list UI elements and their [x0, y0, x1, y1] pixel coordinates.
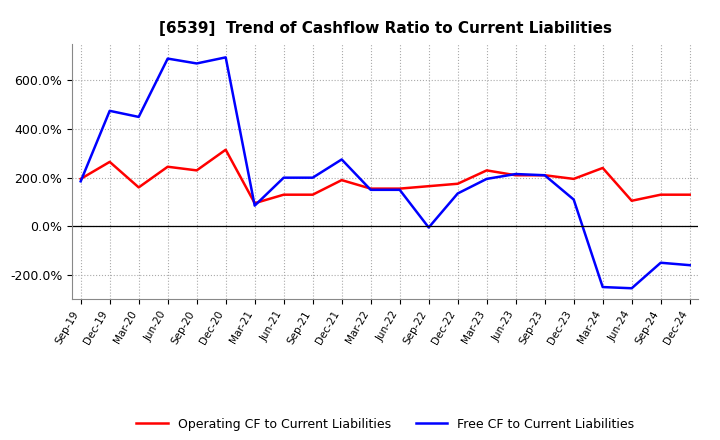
- Free CF to Current Liabilities: [657, 260, 665, 265]
- Free CF to Current Liabilities: [221, 55, 230, 60]
- Free CF to Current Liabilities: [454, 191, 462, 196]
- Line: Operating CF to Current Liabilities: Operating CF to Current Liabilities: [81, 150, 690, 203]
- Operating CF to Current Liabilities: [221, 147, 230, 152]
- Operating CF to Current Liabilities: [541, 172, 549, 178]
- Operating CF to Current Liabilities: [135, 185, 143, 190]
- Free CF to Current Liabilities: [105, 108, 114, 114]
- Free CF to Current Liabilities: [570, 197, 578, 202]
- Operating CF to Current Liabilities: [251, 201, 259, 206]
- Free CF to Current Liabilities: [192, 61, 201, 66]
- Free CF to Current Liabilities: [627, 286, 636, 291]
- Legend: Operating CF to Current Liabilities, Free CF to Current Liabilities: Operating CF to Current Liabilities, Fre…: [131, 413, 639, 436]
- Operating CF to Current Liabilities: [482, 168, 491, 173]
- Line: Free CF to Current Liabilities: Free CF to Current Liabilities: [81, 57, 690, 288]
- Operating CF to Current Liabilities: [105, 159, 114, 165]
- Operating CF to Current Liabilities: [338, 177, 346, 183]
- Operating CF to Current Liabilities: [657, 192, 665, 197]
- Free CF to Current Liabilities: [251, 203, 259, 208]
- Operating CF to Current Liabilities: [76, 176, 85, 182]
- Free CF to Current Liabilities: [338, 157, 346, 162]
- Operating CF to Current Liabilities: [163, 164, 172, 169]
- Free CF to Current Liabilities: [279, 175, 288, 180]
- Operating CF to Current Liabilities: [279, 192, 288, 197]
- Free CF to Current Liabilities: [135, 114, 143, 120]
- Free CF to Current Liabilities: [424, 225, 433, 230]
- Free CF to Current Liabilities: [598, 284, 607, 290]
- Operating CF to Current Liabilities: [685, 192, 694, 197]
- Operating CF to Current Liabilities: [511, 172, 520, 178]
- Operating CF to Current Liabilities: [192, 168, 201, 173]
- Operating CF to Current Liabilities: [395, 186, 404, 191]
- Free CF to Current Liabilities: [511, 172, 520, 177]
- Free CF to Current Liabilities: [482, 176, 491, 182]
- Free CF to Current Liabilities: [366, 187, 375, 192]
- Free CF to Current Liabilities: [308, 175, 317, 180]
- Free CF to Current Liabilities: [395, 187, 404, 192]
- Operating CF to Current Liabilities: [598, 165, 607, 171]
- Free CF to Current Liabilities: [76, 179, 85, 184]
- Operating CF to Current Liabilities: [366, 186, 375, 191]
- Title: [6539]  Trend of Cashflow Ratio to Current Liabilities: [6539] Trend of Cashflow Ratio to Curren…: [158, 21, 612, 36]
- Free CF to Current Liabilities: [163, 56, 172, 61]
- Operating CF to Current Liabilities: [454, 181, 462, 187]
- Operating CF to Current Liabilities: [308, 192, 317, 197]
- Free CF to Current Liabilities: [541, 172, 549, 178]
- Operating CF to Current Liabilities: [424, 183, 433, 189]
- Operating CF to Current Liabilities: [570, 176, 578, 182]
- Free CF to Current Liabilities: [685, 263, 694, 268]
- Operating CF to Current Liabilities: [627, 198, 636, 203]
